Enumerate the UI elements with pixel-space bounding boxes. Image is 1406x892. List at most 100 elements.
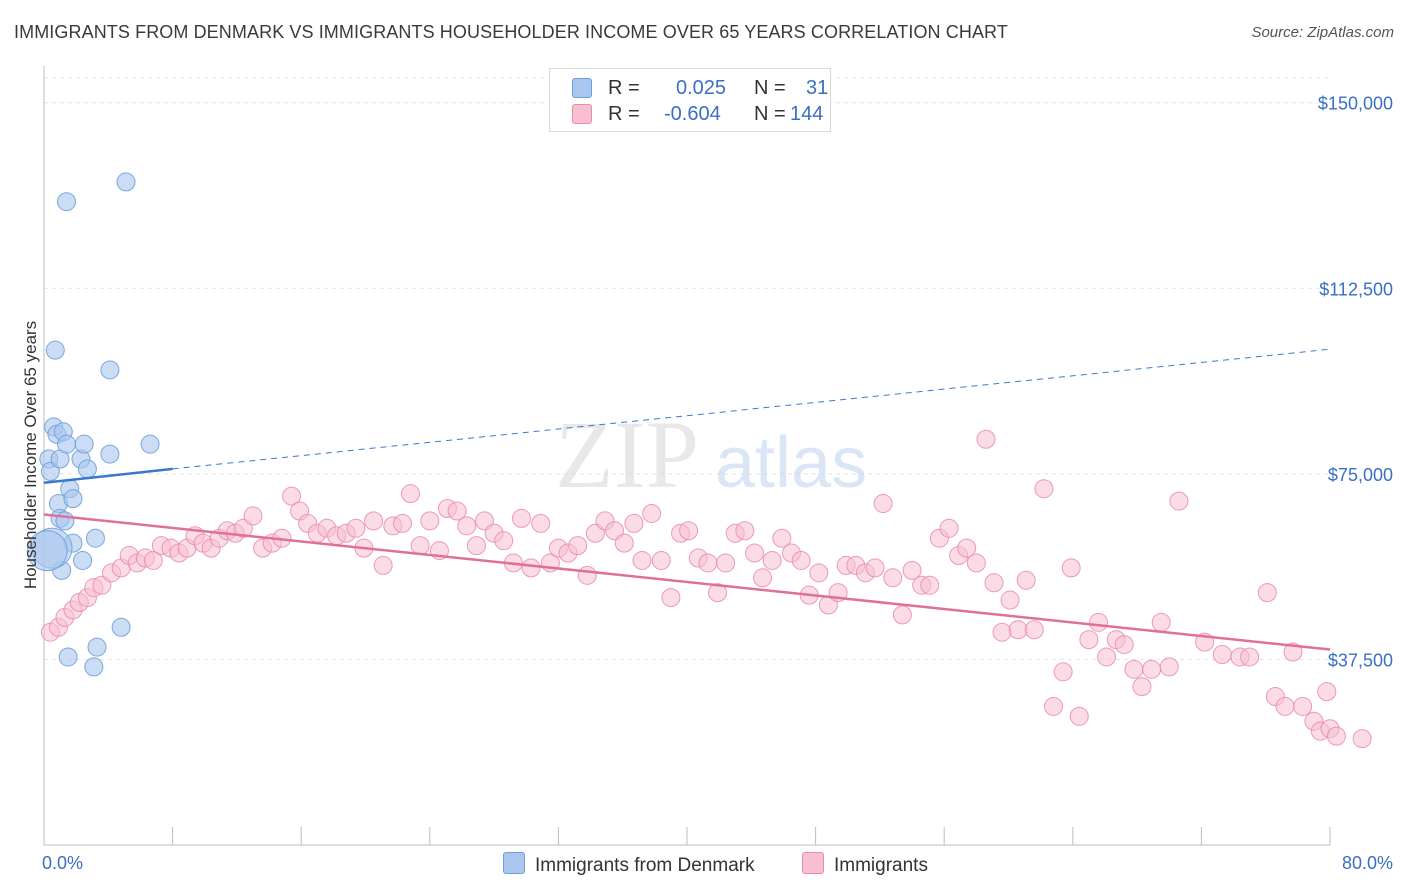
data-point-immigrants — [1097, 647, 1117, 667]
data-point-denmark — [87, 637, 107, 657]
data-point-immigrants — [494, 531, 514, 551]
data-point-denmark — [63, 489, 83, 509]
data-point-denmark — [45, 340, 65, 360]
data-point-immigrants — [466, 536, 486, 556]
data-point-immigrants — [992, 622, 1012, 642]
x-tick-labels: 0.0% 80.0% — [42, 853, 1393, 873]
data-point-denmark — [140, 434, 160, 454]
data-point-immigrants — [577, 565, 597, 585]
data-point-immigrants — [735, 521, 755, 541]
data-point-immigrants — [1061, 558, 1081, 578]
r-label: R = — [608, 77, 640, 99]
data-point-immigrants — [364, 511, 384, 531]
data-point-immigrants — [1124, 659, 1144, 679]
data-point-immigrants — [243, 506, 263, 526]
data-point-denmark — [111, 617, 131, 637]
data-point-immigrants — [1169, 491, 1189, 511]
data-point-immigrants — [410, 536, 430, 556]
legend-item-denmark: Immigrants from Denmark — [503, 852, 755, 877]
data-point-immigrants — [679, 521, 699, 541]
data-point-immigrants — [1257, 583, 1277, 603]
data-point-immigrants — [392, 513, 412, 533]
data-point-immigrants — [1034, 479, 1054, 499]
trend-line-immigrants — [43, 513, 1331, 651]
data-point-immigrants — [753, 568, 773, 588]
data-point-immigrants — [966, 553, 986, 573]
trend-lines — [43, 348, 1331, 651]
data-point-immigrants — [745, 543, 765, 563]
legend-swatch-immigrants — [802, 852, 824, 874]
n-value: 144 — [790, 103, 824, 125]
data-point-immigrants — [873, 494, 893, 514]
data-point-immigrants — [632, 550, 652, 570]
data-point-immigrants — [1275, 696, 1295, 716]
data-point-denmark — [57, 434, 77, 454]
data-point-immigrants — [1000, 590, 1020, 610]
data-point-immigrants — [892, 605, 912, 625]
data-point-immigrants — [1089, 612, 1109, 632]
data-point-immigrants — [920, 575, 940, 595]
y-axis-label: Householder Income Over 65 years — [21, 321, 40, 589]
data-point-immigrants — [1016, 570, 1036, 590]
trend-line-denmark — [43, 467, 173, 485]
data-point-immigrants — [1352, 729, 1372, 749]
data-point-immigrants — [1293, 696, 1313, 716]
data-point-immigrants — [521, 558, 541, 578]
n-label: N = — [754, 103, 786, 125]
data-point-denmark — [116, 172, 136, 192]
data-point-immigrants — [1142, 659, 1162, 679]
watermark-atlas: atlas — [715, 423, 867, 503]
data-point-immigrants — [282, 486, 302, 506]
data-point-immigrants — [1326, 726, 1346, 746]
data-point-immigrants — [401, 484, 421, 504]
legend-swatch-immigrants — [572, 104, 592, 124]
data-point-immigrants — [984, 573, 1004, 593]
data-point-immigrants — [957, 538, 977, 558]
data-point-immigrants — [939, 518, 959, 538]
y-tick-label: $37,500 — [1328, 650, 1393, 670]
x-tick-label: 0.0% — [42, 853, 83, 873]
data-point-denmark — [77, 459, 97, 479]
x-tick-label: 80.0% — [1342, 853, 1393, 873]
legend-label-denmark: Immigrants from Denmark — [535, 855, 755, 876]
data-point-immigrants — [651, 550, 671, 570]
chart-title: IMMIGRANTS FROM DENMARK VS IMMIGRANTS HO… — [14, 22, 1008, 42]
n-value: 31 — [806, 77, 829, 99]
data-point-denmark — [57, 192, 77, 212]
data-point-immigrants — [1240, 647, 1260, 667]
data-point-denmark — [58, 647, 78, 667]
data-point-denmark — [100, 360, 120, 380]
legend-swatch-denmark — [503, 852, 525, 874]
data-point-denmark — [74, 434, 94, 454]
data-point-immigrants — [143, 550, 163, 570]
legend-label-immigrants: Immigrants — [834, 855, 928, 876]
data-point-immigrants — [809, 563, 829, 583]
data-point-denmark — [73, 550, 93, 570]
data-point-immigrants — [1283, 642, 1303, 662]
data-point-immigrants — [1069, 706, 1089, 726]
y-tick-label: $112,500 — [1319, 279, 1393, 299]
data-point-immigrants — [865, 558, 885, 578]
data-point-denmark — [26, 530, 68, 572]
data-point-denmark — [55, 511, 75, 531]
data-point-immigrants — [1044, 696, 1064, 716]
r-value: 0.025 — [676, 77, 727, 99]
data-point-immigrants — [976, 429, 996, 449]
data-point-immigrants — [1053, 662, 1073, 682]
data-point-denmark — [100, 444, 120, 464]
series-immigrants — [40, 429, 1372, 749]
data-point-immigrants — [772, 528, 792, 548]
data-point-immigrants — [1212, 644, 1232, 664]
r-value: -0.604 — [664, 103, 721, 125]
data-point-immigrants — [420, 511, 440, 531]
data-point-immigrants — [614, 533, 634, 553]
y-tick-label: $150,000 — [1318, 94, 1393, 114]
data-point-immigrants — [1317, 682, 1337, 702]
data-point-immigrants — [708, 583, 728, 603]
data-point-immigrants — [642, 503, 662, 523]
data-point-immigrants — [1024, 620, 1044, 640]
data-point-immigrants — [447, 501, 467, 521]
data-point-immigrants — [1079, 630, 1099, 650]
y-tick-label: $75,000 — [1328, 465, 1393, 485]
data-point-immigrants — [346, 518, 366, 538]
